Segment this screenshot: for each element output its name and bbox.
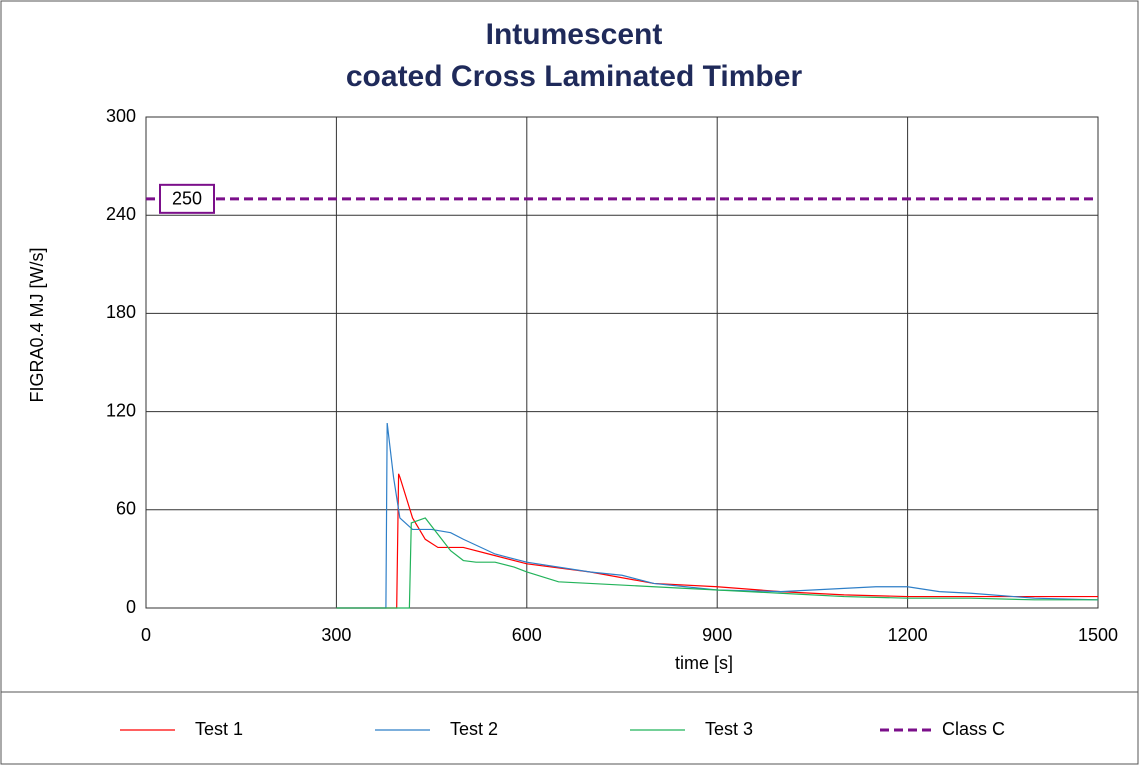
plot-border <box>145 116 1099 609</box>
chart-title: coated Cross Laminated Timber <box>346 60 803 93</box>
annotation-box <box>159 183 215 214</box>
y-tick-label: 180 <box>106 302 136 322</box>
legend-label: Test 1 <box>195 719 243 739</box>
series-line <box>336 473 1098 609</box>
y-tick-label: 300 <box>106 106 136 126</box>
x-tick-label: 0 <box>141 625 151 645</box>
y-tick-label: 0 <box>126 597 136 617</box>
x-tick-label: 1200 <box>888 625 928 645</box>
chart-title: Intumescent <box>486 18 663 51</box>
legend-label: Class C <box>942 719 1005 739</box>
y-tick-label: 120 <box>106 400 136 420</box>
legend-label: Test 3 <box>705 719 753 739</box>
annotation-label: 250 <box>172 189 202 209</box>
x-axis-label: time [s] <box>675 653 733 673</box>
series-line <box>336 517 1098 609</box>
x-tick-label: 600 <box>512 625 542 645</box>
legend-label: Test 2 <box>450 719 498 739</box>
y-tick-label: 240 <box>106 204 136 224</box>
x-tick-label: 1500 <box>1078 625 1118 645</box>
y-tick-label: 60 <box>116 499 136 519</box>
y-axis-label: FIGRA0.4 MJ [W/s] <box>27 247 47 402</box>
series-line <box>336 422 1099 609</box>
x-tick-label: 900 <box>702 625 732 645</box>
x-tick-label: 300 <box>321 625 351 645</box>
